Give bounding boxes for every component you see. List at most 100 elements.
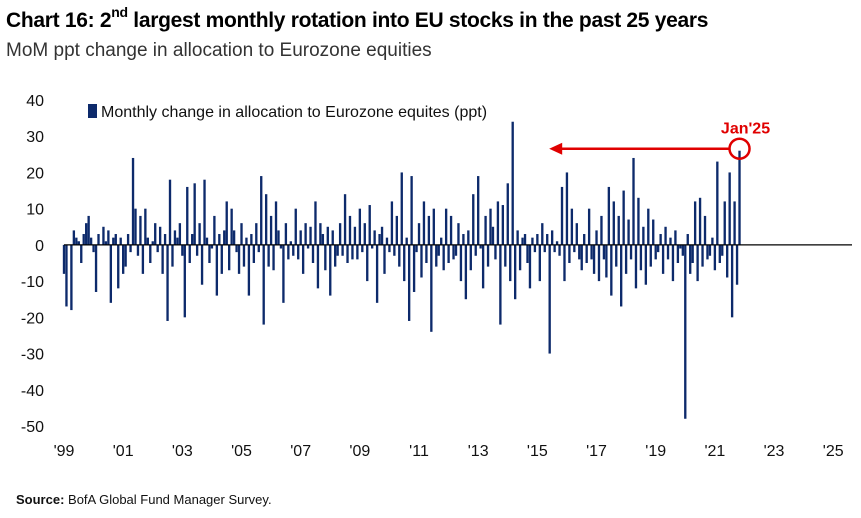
bar	[294, 208, 297, 245]
bar	[171, 244, 174, 267]
bar	[230, 208, 233, 245]
bar	[351, 244, 354, 260]
bar	[403, 244, 406, 282]
bar	[592, 244, 596, 274]
bar	[186, 186, 189, 245]
bar	[299, 230, 302, 245]
bar	[494, 244, 497, 260]
bar	[637, 197, 640, 245]
bar	[146, 237, 149, 245]
bar	[279, 244, 283, 249]
bar	[400, 172, 403, 245]
source-text: BofA Global Fund Manager Survey.	[64, 492, 272, 507]
bar	[634, 244, 638, 289]
bar	[538, 244, 541, 282]
bar	[269, 215, 273, 245]
bar	[240, 223, 243, 245]
bar	[622, 190, 625, 245]
bar	[477, 176, 480, 245]
bar	[319, 223, 322, 245]
bar	[183, 244, 186, 318]
bar	[134, 208, 137, 245]
bar	[521, 237, 524, 245]
bar	[632, 157, 635, 245]
x-tick-label: '07	[290, 443, 311, 460]
bar	[528, 244, 532, 289]
bar	[87, 215, 90, 245]
bar	[255, 223, 258, 245]
bar	[496, 201, 500, 245]
bar	[301, 244, 305, 274]
bar	[563, 244, 566, 282]
bar	[706, 244, 709, 260]
bar	[425, 244, 428, 263]
y-tick-label: -50	[21, 419, 44, 436]
bar	[499, 244, 502, 325]
bar	[543, 244, 546, 253]
bar	[375, 244, 379, 303]
bar	[565, 172, 569, 245]
bar	[590, 244, 593, 260]
bar	[607, 186, 611, 245]
bar	[730, 244, 734, 318]
title-superscript: nd	[111, 4, 128, 20]
bar	[198, 223, 201, 245]
bar	[489, 208, 492, 245]
bar	[647, 208, 650, 245]
bar	[122, 244, 125, 274]
bar	[708, 244, 712, 256]
bar	[257, 244, 260, 253]
bar	[321, 234, 325, 245]
x-tick-label: '03	[172, 443, 193, 460]
bar	[509, 244, 512, 282]
bar	[277, 230, 280, 245]
bar	[531, 237, 534, 245]
bar	[297, 244, 300, 260]
bar	[583, 234, 586, 245]
bar	[504, 244, 507, 267]
bar	[383, 244, 386, 274]
bar	[639, 244, 643, 271]
bar	[252, 244, 256, 263]
bar	[718, 244, 721, 263]
bar	[514, 244, 517, 300]
bar	[232, 230, 236, 245]
bar	[92, 244, 95, 253]
bar	[336, 244, 339, 256]
bar	[131, 157, 135, 245]
annotation-circle	[728, 137, 751, 160]
bar	[546, 234, 549, 245]
bar	[548, 244, 551, 354]
bar	[242, 244, 246, 267]
bar	[156, 244, 159, 253]
bar	[553, 244, 556, 253]
bar	[126, 234, 130, 245]
bar	[65, 244, 68, 307]
bar	[575, 223, 578, 245]
bar	[405, 237, 408, 245]
bar	[235, 244, 238, 253]
title-prefix: Chart 16: 2	[6, 9, 112, 32]
bar	[163, 234, 167, 245]
bar	[558, 244, 561, 256]
bar	[282, 244, 285, 303]
x-tick-label: '01	[113, 443, 134, 460]
y-tick-label: -30	[21, 347, 44, 364]
y-tick-label: -10	[21, 274, 44, 291]
bar	[459, 244, 463, 282]
bar	[324, 244, 327, 271]
y-tick-label: 20	[26, 165, 44, 182]
legend-swatch	[88, 104, 97, 118]
bar	[479, 244, 482, 249]
bar	[457, 223, 460, 245]
bar	[624, 244, 628, 274]
bar	[225, 201, 228, 245]
bar	[117, 244, 120, 289]
bar	[119, 237, 122, 245]
bar	[144, 208, 147, 245]
bar	[356, 244, 359, 260]
bar	[161, 244, 164, 274]
bar	[454, 244, 458, 256]
bar	[560, 186, 564, 245]
